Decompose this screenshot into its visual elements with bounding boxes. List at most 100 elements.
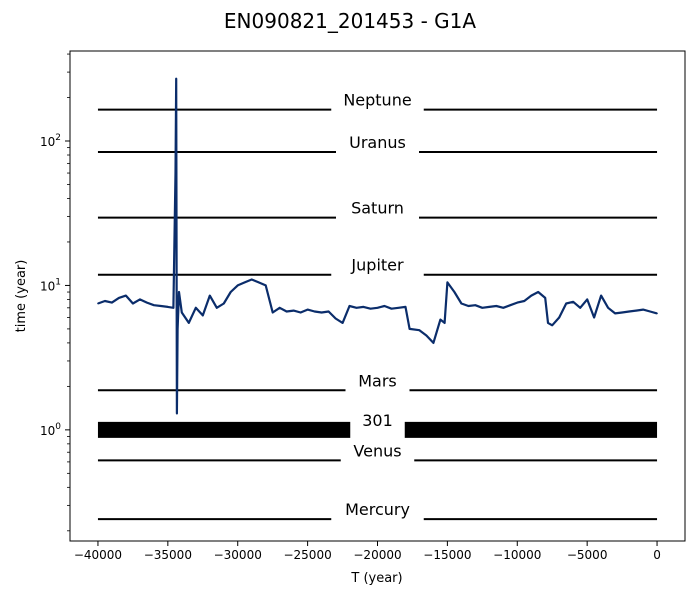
data-point-11 bbox=[172, 307, 175, 309]
data-point-38 bbox=[327, 310, 330, 313]
data-point-16 bbox=[178, 291, 180, 293]
data-point-40 bbox=[341, 322, 344, 324]
data-point-1 bbox=[104, 300, 106, 302]
data-point-13 bbox=[175, 77, 178, 80]
data-point-64 bbox=[502, 307, 505, 309]
y-tick-label-0: 100 bbox=[40, 422, 61, 438]
ref-label-uranus: Uranus bbox=[349, 133, 406, 152]
x-tick-label-2: −30000 bbox=[214, 548, 262, 562]
data-point-68 bbox=[530, 294, 533, 297]
y-tick-label-2: 102 bbox=[40, 133, 61, 149]
data-point-66 bbox=[516, 301, 519, 304]
data-point-22 bbox=[215, 307, 218, 309]
x-axis-label: T (year) bbox=[350, 571, 402, 586]
data-point-69 bbox=[537, 291, 540, 293]
data-point-42 bbox=[355, 307, 358, 309]
ref-label-301: 301 bbox=[362, 411, 393, 430]
ref-label-mars: Mars bbox=[358, 371, 397, 390]
x-tick-label-8: 0 bbox=[653, 548, 661, 562]
data-point-28 bbox=[257, 281, 260, 284]
data-point-37 bbox=[320, 311, 323, 314]
data-point-29 bbox=[264, 284, 267, 287]
data-point-60 bbox=[474, 304, 477, 306]
data-point-34 bbox=[299, 311, 302, 314]
data-point-86 bbox=[649, 310, 651, 313]
data-point-49 bbox=[404, 306, 407, 308]
data-point-39 bbox=[334, 317, 337, 320]
data-point-43 bbox=[362, 306, 365, 308]
series-group bbox=[97, 77, 658, 415]
data-point-17 bbox=[181, 311, 183, 314]
data-point-83 bbox=[628, 310, 630, 313]
data-point-4 bbox=[125, 294, 127, 297]
data-point-70 bbox=[544, 297, 547, 299]
data-point-25 bbox=[236, 284, 239, 287]
x-tick-label-5: −15000 bbox=[423, 548, 471, 562]
y-tick-label-1: 101 bbox=[40, 277, 61, 293]
ref-label-saturn: Saturn bbox=[351, 199, 404, 218]
data-point-75 bbox=[572, 301, 574, 303]
x-axis: −40000 −35000 −30000 −25000 −20000 −15000 −100… bbox=[74, 541, 661, 562]
data-point-72 bbox=[551, 324, 554, 327]
data-point-71 bbox=[547, 322, 549, 324]
data-point-35 bbox=[306, 308, 309, 311]
x-tick-label-7: −5000 bbox=[567, 548, 608, 562]
data-point-27 bbox=[250, 278, 253, 281]
data-point-73 bbox=[558, 316, 561, 319]
data-point-9 bbox=[160, 305, 162, 307]
data-point-0 bbox=[97, 302, 99, 305]
data-point-7 bbox=[146, 301, 148, 304]
data-point-85 bbox=[642, 308, 644, 311]
data-point-3 bbox=[118, 297, 120, 299]
data-point-50 bbox=[408, 328, 411, 330]
ref-label-mercury: Mercury bbox=[345, 500, 410, 519]
data-point-62 bbox=[488, 306, 491, 308]
x-tick-label-6: −10000 bbox=[493, 548, 541, 562]
data-point-10 bbox=[167, 306, 169, 308]
data-point-61 bbox=[481, 307, 484, 309]
data-point-76 bbox=[579, 307, 581, 309]
data-point-5 bbox=[132, 302, 134, 305]
data-point-63 bbox=[495, 305, 498, 307]
data-point-32 bbox=[285, 310, 288, 313]
data-point-6 bbox=[139, 298, 141, 301]
reference-lines: Neptune Uranus Saturn Jupiter Mars 301 Venus Me… bbox=[97, 91, 658, 521]
data-point-18 bbox=[188, 322, 190, 324]
data-point-36 bbox=[313, 310, 316, 313]
data-point-58 bbox=[460, 302, 463, 305]
data-point-52 bbox=[425, 334, 428, 337]
data-point-26 bbox=[243, 281, 246, 284]
data-point-19 bbox=[194, 307, 197, 309]
ref-label-venus: Venus bbox=[353, 441, 401, 460]
data-point-80 bbox=[607, 307, 609, 309]
data-point-44 bbox=[369, 307, 372, 310]
data-point-48 bbox=[397, 307, 400, 309]
data-point-78 bbox=[593, 316, 595, 319]
x-tick-label-1: −35000 bbox=[144, 548, 192, 562]
data-point-79 bbox=[600, 294, 602, 297]
data-point-33 bbox=[292, 309, 295, 312]
data-point-82 bbox=[621, 311, 623, 314]
series-line-0 bbox=[97, 77, 658, 415]
data-point-20 bbox=[201, 314, 204, 317]
data-point-47 bbox=[390, 307, 393, 310]
x-tick-label-0: −40000 bbox=[74, 548, 122, 562]
ref-label-jupiter: Jupiter bbox=[350, 256, 404, 275]
data-point-31 bbox=[278, 307, 281, 309]
data-point-2 bbox=[111, 301, 113, 304]
x-tick-label-4: −20000 bbox=[353, 548, 401, 562]
data-point-14 bbox=[176, 412, 178, 415]
data-point-46 bbox=[383, 305, 386, 307]
data-point-21 bbox=[208, 294, 211, 297]
data-point-57 bbox=[453, 291, 456, 293]
data-point-56 bbox=[446, 281, 449, 284]
data-point-30 bbox=[271, 311, 274, 314]
data-point-55 bbox=[443, 322, 446, 324]
data-point-12 bbox=[174, 172, 177, 174]
data-point-81 bbox=[614, 312, 616, 315]
data-point-8 bbox=[153, 304, 155, 306]
data-point-51 bbox=[418, 329, 421, 331]
data-point-15 bbox=[176, 328, 179, 330]
data-point-53 bbox=[432, 342, 435, 344]
